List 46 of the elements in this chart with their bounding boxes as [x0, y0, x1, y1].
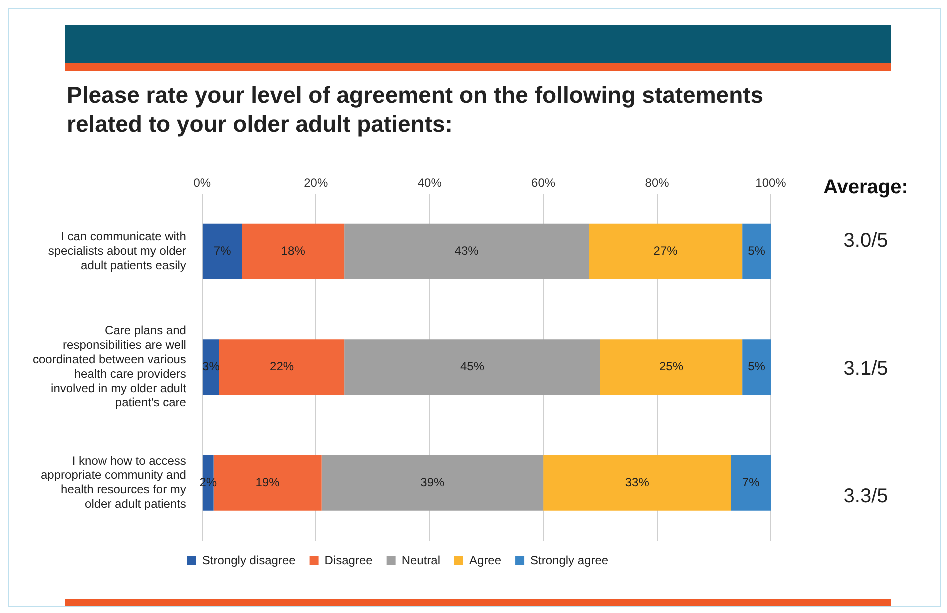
text: 43% [454, 244, 479, 258]
text: 25% [659, 360, 684, 374]
legend-label: Strongly disagree [202, 553, 296, 568]
text: 3% [202, 360, 220, 374]
text: 22% [270, 360, 294, 374]
bar [742, 340, 771, 396]
text: 33% [625, 475, 650, 490]
text: 5% [748, 360, 766, 374]
y-tick-label: Care plans and responsibilities are well coordinated between various health care providers involved in my older adult patient's care [32, 324, 188, 410]
text: 3.0/5 [844, 230, 888, 252]
bar [589, 224, 743, 280]
bar [322, 455, 544, 511]
text: 27% [654, 244, 678, 258]
bar [731, 455, 771, 511]
y-tick-label: I know how to access appropriate community and health resources for my older adult patients [41, 454, 186, 512]
text: Average: [824, 176, 908, 198]
text: 3.3/5 [844, 486, 888, 508]
bar [219, 340, 345, 396]
x-tick-label: 80% [645, 176, 670, 190]
text: 39% [420, 475, 445, 490]
legend-label: Disagree [324, 553, 374, 568]
x-tick-label: 100% [756, 176, 787, 190]
x-tick-label: 0% [194, 176, 212, 190]
text: 7% [742, 475, 760, 490]
bar [742, 224, 771, 280]
text: 3.1/5 [844, 358, 888, 380]
legend-label: Agree [470, 553, 502, 568]
bar [344, 340, 600, 396]
legend-label: Neutral [402, 553, 441, 568]
text: 45% [460, 360, 485, 374]
x-tick-label: 60% [532, 176, 556, 190]
x-tick-label: 20% [304, 176, 328, 190]
bar [344, 224, 590, 280]
chart-title: Please rate your level of agreement on the following statements related to your older adult patients: [67, 81, 765, 139]
bar [202, 224, 242, 280]
bar [202, 340, 220, 396]
y-tick-label: I can communicate with specialists about my older adult patients easily [48, 230, 186, 272]
bar [242, 224, 345, 280]
text: 18% [281, 244, 306, 258]
text: 5% [748, 244, 766, 258]
x-tick-label: 40% [418, 176, 442, 190]
bar [544, 455, 732, 511]
legend-label: Strongly agree [530, 553, 609, 568]
bar [600, 340, 743, 396]
text: 7% [214, 244, 232, 258]
text: 19% [256, 475, 280, 490]
